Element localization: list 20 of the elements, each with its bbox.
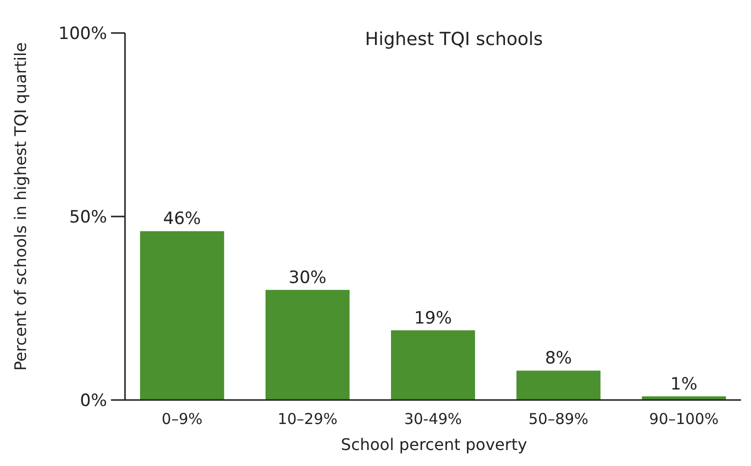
y-axis-title: Percent of schools in highest TQI quartile (11, 42, 30, 371)
bar (266, 290, 350, 400)
data-label: 19% (414, 308, 452, 328)
x-tick-label: 0–9% (162, 410, 203, 428)
chart-title: Highest TQI schools (365, 29, 543, 50)
bar (140, 231, 224, 400)
x-tick-label: 10–29% (278, 410, 338, 428)
x-tick-label: 90–100% (649, 410, 719, 428)
y-tick-label: 50% (69, 207, 107, 228)
x-tick-label: 50–89% (528, 410, 588, 428)
x-tick-label: 30-49% (404, 410, 462, 428)
bar (516, 370, 600, 400)
data-label: 1% (670, 374, 698, 394)
y-tick-label: 0% (80, 390, 107, 411)
x-axis-title: School percent poverty (340, 435, 528, 454)
data-label: 46% (163, 209, 201, 230)
bar (390, 330, 476, 400)
data-label: 30% (288, 268, 326, 288)
y-tick-label: 100% (58, 24, 107, 44)
data-label: 8% (544, 348, 572, 369)
